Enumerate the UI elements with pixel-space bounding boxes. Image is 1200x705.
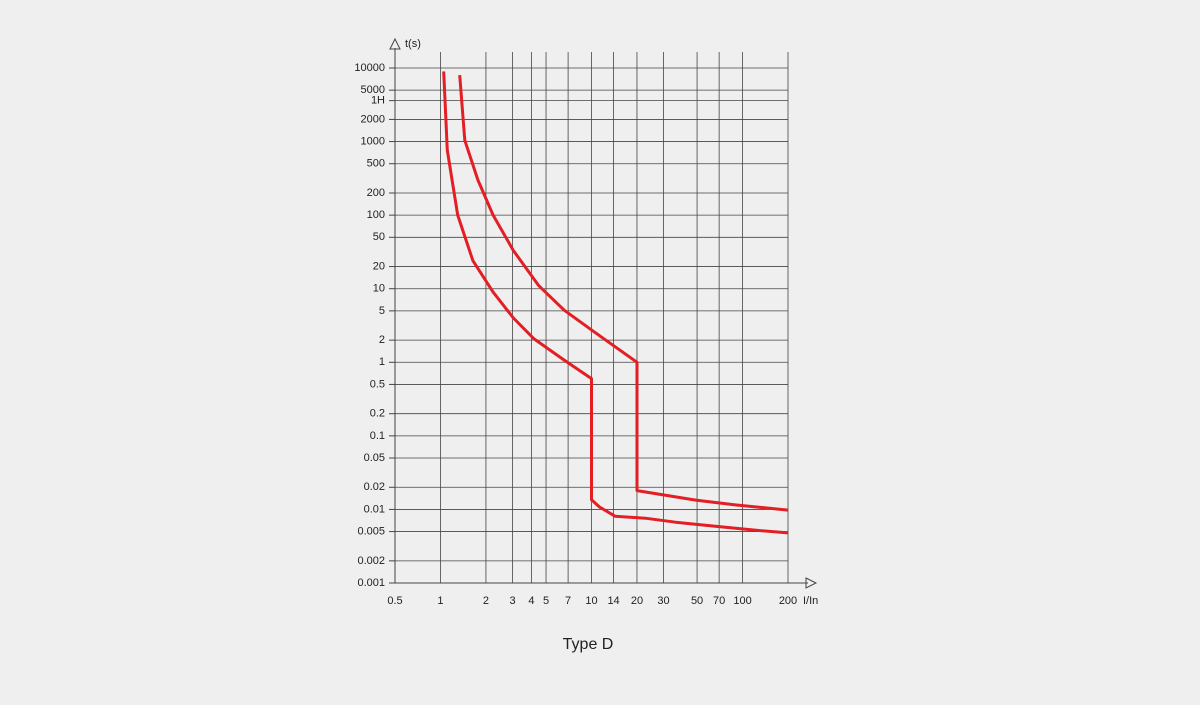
x-tick-label: 0.5 xyxy=(387,595,402,607)
x-tick-label: 20 xyxy=(631,595,643,607)
y-tick-label: 200 xyxy=(367,187,385,199)
y-tick-label: 0.05 xyxy=(364,452,385,464)
y-tick-label: 0.005 xyxy=(357,525,385,537)
y-tick-label: 5 xyxy=(379,305,385,317)
x-axis-label: I/In xyxy=(803,595,818,607)
x-tick-label: 14 xyxy=(607,595,619,607)
y-tick-label: 0.01 xyxy=(364,503,385,515)
x-tick-label: 7 xyxy=(565,595,571,607)
y-tick-label: 20 xyxy=(373,260,385,272)
x-tick-label: 2 xyxy=(483,595,489,607)
y-tick-label: 5000 xyxy=(361,84,385,96)
curve xyxy=(442,71,789,535)
y-axis-arrow xyxy=(389,37,401,50)
x-axis-arrow xyxy=(805,577,818,589)
y-tick-label: 0.1 xyxy=(370,430,385,442)
y-tick-label: 2 xyxy=(379,334,385,346)
y-tick-label: 1000 xyxy=(361,135,385,147)
y-tick-label: 50 xyxy=(373,231,385,243)
y-tick-label: 10000 xyxy=(354,62,385,74)
y-tick-label: 500 xyxy=(367,158,385,170)
x-tick-label: 5 xyxy=(543,595,549,607)
x-tick-label: 4 xyxy=(528,595,534,607)
x-tick-label: 50 xyxy=(691,595,703,607)
chart-title: Type D xyxy=(563,636,614,653)
x-tick-label: 1 xyxy=(437,595,443,607)
x-tick-label: 10 xyxy=(585,595,597,607)
x-tick-label: 200 xyxy=(779,595,797,607)
y-tick-label: 0.002 xyxy=(357,555,385,567)
y-tick-label: 0.02 xyxy=(364,481,385,493)
y-tick-label: 0.5 xyxy=(370,378,385,390)
y-tick-label: 0.001 xyxy=(357,577,385,589)
x-tick-label: 70 xyxy=(713,595,725,607)
y-tick-label: 1 xyxy=(379,356,385,368)
y-tick-label: 1H xyxy=(371,95,385,107)
y-tick-label: 100 xyxy=(367,209,385,221)
y-tick-label: 0.2 xyxy=(370,408,385,420)
x-tick-label: 3 xyxy=(509,595,515,607)
curve xyxy=(458,74,789,512)
y-axis-label: t(s) xyxy=(405,38,421,50)
y-tick-label: 2000 xyxy=(361,113,385,125)
x-tick-label: 30 xyxy=(657,595,669,607)
x-tick-label: 100 xyxy=(733,595,751,607)
y-tick-label: 10 xyxy=(373,283,385,295)
